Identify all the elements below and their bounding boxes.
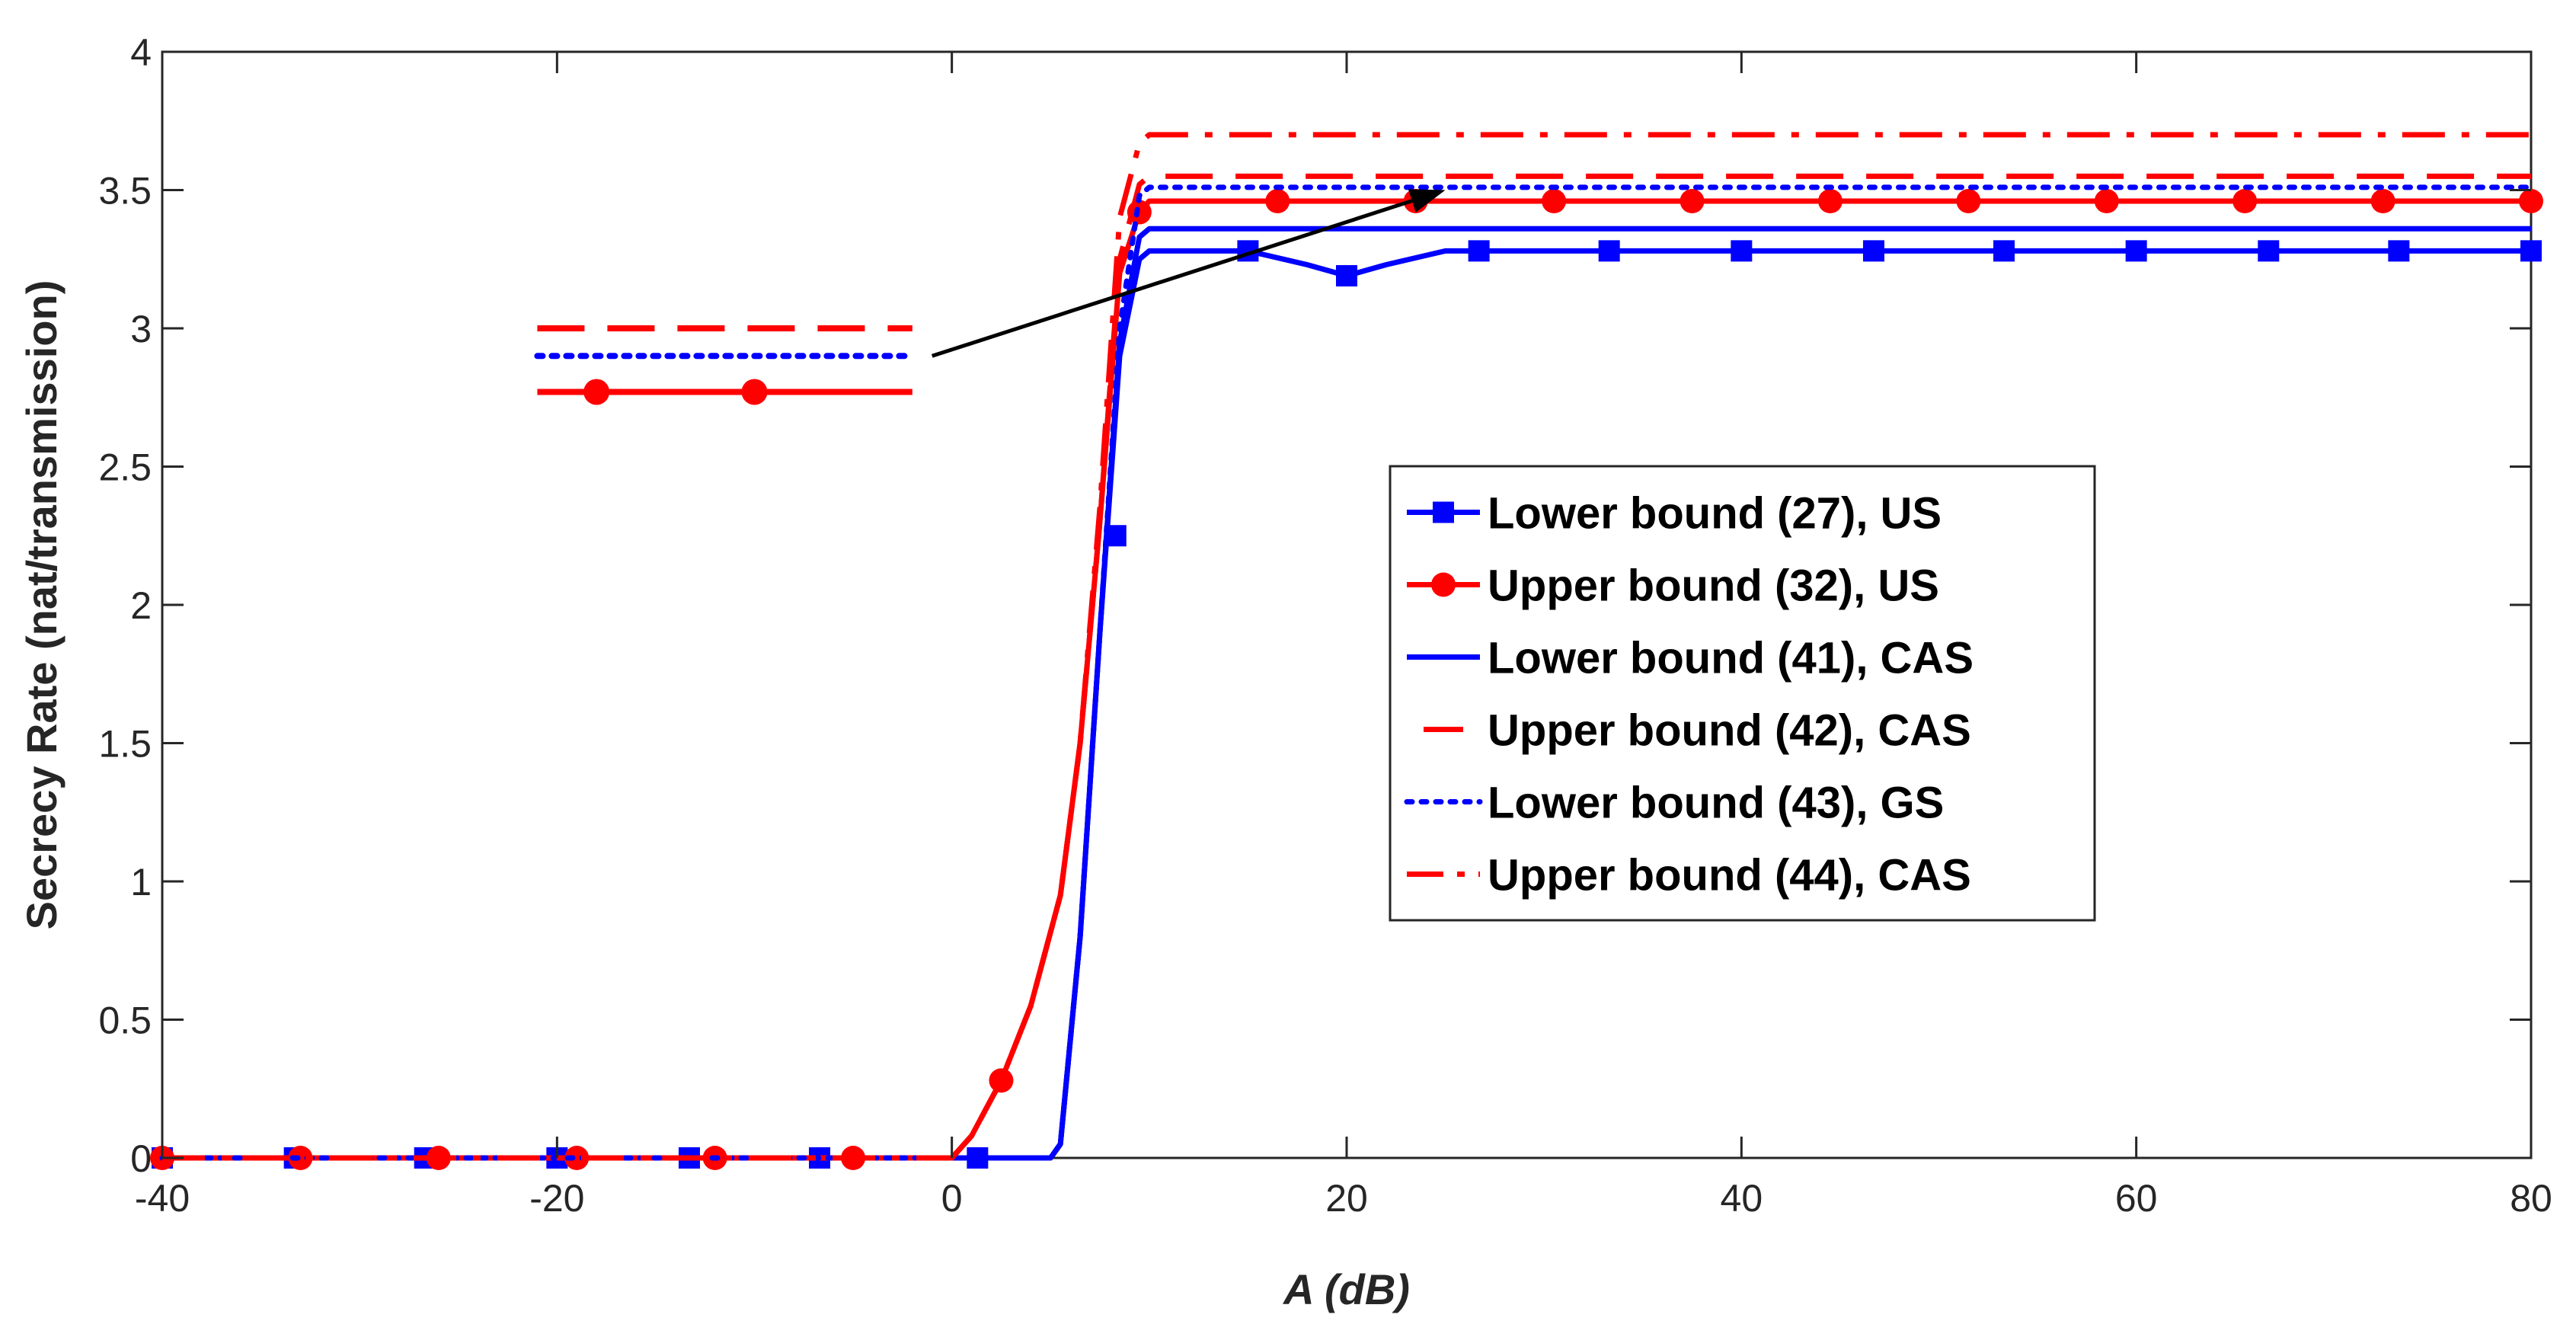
series-line-lower-bound-43-gs (159, 184, 2534, 1161)
axes: -40 -20 0 20 40 60 80 0 0.5 1 1.5 2 2.5 3 3.5 4 A (dB) Se… (18, 31, 2552, 1313)
y-tick-label-0: 0 (130, 1137, 152, 1180)
y-axis-title: Secrecy Rate (nat/transmission) (18, 280, 66, 930)
series-line-upper-bound-44-cas (162, 132, 2531, 1161)
y-tick-label-6: 3 (130, 308, 152, 350)
marker-lower-bound-27-us-12 (1731, 240, 1753, 262)
y-tick-label-4: 2 (130, 584, 152, 627)
inset-marker-upper-bound-32-us-1 (741, 379, 768, 405)
x-tick-label-6: 80 (2510, 1177, 2552, 1220)
x-tick-label-3: 20 (1325, 1177, 1368, 1220)
y-tick-label-8: 4 (130, 31, 152, 74)
y-tick-label-5: 2.5 (98, 446, 152, 489)
marker-upper-bound-32-us-14 (2094, 189, 2119, 214)
legend-box (1389, 465, 2096, 922)
legend-label-upper-bound-42-cas: Upper bound (42), CAS (1488, 706, 1971, 756)
x-axis-title: A (dB) (1282, 1265, 1410, 1313)
marker-upper-bound-32-us-3 (564, 1146, 590, 1170)
y-tick-label-7: 3.5 (98, 170, 152, 213)
marker-lower-bound-27-us-13 (1862, 240, 1884, 262)
marker-upper-bound-32-us-10 (1542, 189, 1567, 214)
legend-label-lower-bound-27-us: Lower bound (27), US (1488, 489, 1942, 539)
y-tick-label-3: 1.5 (98, 723, 152, 766)
x-tick-label-0: -40 (135, 1177, 190, 1220)
legend-label-upper-bound-44-cas: Upper bound (44), CAS (1488, 851, 1971, 900)
x-tick-label-2: 0 (941, 1177, 963, 1220)
marker-lower-bound-27-us-17 (2388, 240, 2410, 262)
inset-marker-upper-bound-32-us-0 (583, 379, 610, 405)
plot-area (161, 50, 2533, 1159)
marker-upper-bound-32-us-8 (1265, 189, 1290, 214)
x-tick-label-5: 60 (2115, 1177, 2158, 1220)
inset-arrow-shaft (931, 199, 1413, 358)
marker-lower-bound-27-us-10 (1468, 240, 1490, 262)
legend-marker-upper-bound-32-us (1431, 572, 1456, 597)
legend-label-lower-bound-41-cas: Lower bound (41), CAS (1488, 634, 1974, 683)
series-lines (150, 132, 2543, 1170)
legend-marker-lower-bound-27-us (1433, 501, 1454, 523)
y-tick-label-1: 0.5 (98, 999, 152, 1042)
marker-lower-bound-27-us-18 (2520, 240, 2542, 262)
marker-upper-bound-32-us-11 (1680, 189, 1705, 214)
marker-lower-bound-27-us-15 (2125, 240, 2147, 262)
marker-upper-bound-32-us-16 (2370, 189, 2395, 214)
marker-upper-bound-32-us-13 (1956, 189, 1981, 214)
marker-lower-bound-27-us-9 (1336, 265, 1357, 287)
x-tick-label-4: 40 (1721, 1177, 1763, 1220)
marker-upper-bound-32-us-17 (2519, 189, 2543, 214)
marker-lower-bound-27-us-11 (1598, 240, 1620, 262)
legend-label-upper-bound-32-us: Upper bound (32), US (1488, 561, 1939, 611)
y-tick-label-2: 1 (130, 861, 152, 903)
inset-arrow-head (1408, 189, 1446, 213)
marker-lower-bound-27-us-14 (1993, 240, 2015, 262)
marker-upper-bound-32-us-15 (2232, 189, 2258, 214)
legend: Lower bound (27), US Upper bound (32), US… (1389, 465, 2096, 922)
legend-label-lower-bound-43-gs: Lower bound (43), GS (1488, 779, 1944, 828)
x-tick-label-1: -20 (529, 1177, 584, 1220)
marker-upper-bound-32-us-12 (1817, 189, 1843, 214)
marker-lower-bound-27-us-16 (2258, 240, 2280, 262)
inset-annotation (534, 189, 1446, 405)
